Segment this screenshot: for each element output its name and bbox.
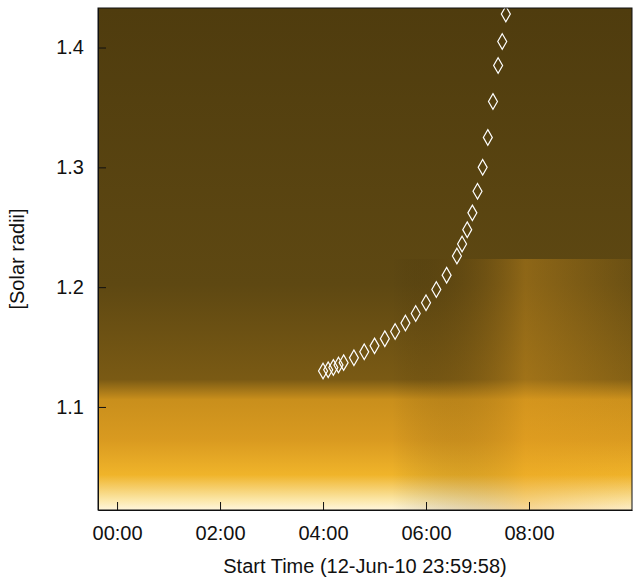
x-tick: 06:00 bbox=[401, 502, 451, 544]
y-tick-mark bbox=[98, 407, 106, 408]
diamond-marker bbox=[422, 295, 431, 311]
diamond-marker bbox=[339, 355, 348, 371]
x-tick-mark bbox=[323, 502, 324, 510]
x-tick-label: 04:00 bbox=[299, 522, 349, 544]
diamond-marker bbox=[452, 248, 461, 264]
diamond-marker bbox=[483, 130, 492, 146]
x-tick-mark bbox=[117, 502, 118, 510]
diamond-marker bbox=[458, 236, 467, 252]
diamond-marker bbox=[370, 338, 379, 354]
y-axis-line bbox=[98, 9, 99, 511]
diamond-marker bbox=[380, 331, 389, 347]
x-tick-mark bbox=[220, 502, 221, 510]
diamond-marker bbox=[324, 362, 333, 378]
y-axis: 1.1 1.2 1.3 1.4 bbox=[56, 9, 106, 511]
chart: 00:00 02:00 04:00 06:00 08:00 1.1 1.2 1.3 1.4 Sta… bbox=[0, 0, 635, 581]
diamond-marker bbox=[329, 360, 338, 376]
y-tick: 1.1 bbox=[56, 396, 106, 418]
x-tick-mark bbox=[529, 502, 530, 510]
x-axis: 00:00 02:00 04:00 06:00 08:00 bbox=[93, 502, 633, 544]
diamond-marker bbox=[360, 344, 369, 360]
diamond-marker bbox=[494, 58, 503, 74]
x-tick: 02:00 bbox=[196, 502, 246, 544]
y-tick-mark bbox=[98, 48, 106, 49]
y-axis-title: [Solar radii] bbox=[6, 208, 28, 309]
diamond-marker bbox=[488, 94, 497, 110]
y-tick: 1.2 bbox=[56, 276, 106, 298]
diamond-marker bbox=[463, 222, 472, 238]
diamond-marker bbox=[442, 267, 451, 283]
x-tick-mark bbox=[426, 502, 427, 510]
image-background bbox=[98, 259, 632, 510]
diamond-marker bbox=[349, 350, 358, 366]
diamond-marker bbox=[501, 8, 510, 22]
diamond-marker bbox=[468, 205, 477, 221]
x-tick: 00:00 bbox=[93, 502, 143, 544]
diamond-marker bbox=[401, 315, 410, 331]
plot-frame bbox=[98, 8, 632, 510]
diamond-marker bbox=[498, 34, 507, 50]
x-axis-title: Start Time (12-Jun-10 23:59:58) bbox=[223, 555, 506, 577]
diamond-marker bbox=[473, 184, 482, 200]
image-background bbox=[98, 8, 632, 510]
y-tick-label: 1.1 bbox=[56, 396, 84, 418]
x-tick-label: 06:00 bbox=[401, 522, 451, 544]
x-tick: 08:00 bbox=[504, 502, 554, 544]
y-tick: 1.4 bbox=[56, 36, 106, 58]
y-tick-label: 1.3 bbox=[56, 156, 84, 178]
diamond-marker bbox=[478, 160, 487, 176]
plot: 00:00 02:00 04:00 06:00 08:00 1.1 1.2 1.3 1.4 bbox=[56, 6, 632, 544]
x-tick-label: 08:00 bbox=[504, 522, 554, 544]
diamond-marker bbox=[411, 306, 420, 322]
y-tick-label: 1.2 bbox=[56, 276, 84, 298]
y-tick-mark bbox=[98, 287, 106, 288]
x-axis-line bbox=[99, 510, 633, 511]
x-tick: 04:00 bbox=[299, 502, 349, 544]
diamond-marker bbox=[391, 324, 400, 340]
points bbox=[319, 8, 511, 379]
y-tick: 1.3 bbox=[56, 156, 106, 178]
x-tick-label: 00:00 bbox=[93, 522, 143, 544]
x-tick-label: 02:00 bbox=[196, 522, 246, 544]
y-tick-mark bbox=[98, 167, 106, 168]
diamond-marker bbox=[432, 282, 441, 298]
diamond-marker bbox=[334, 357, 343, 373]
y-tick-label: 1.4 bbox=[56, 36, 84, 58]
